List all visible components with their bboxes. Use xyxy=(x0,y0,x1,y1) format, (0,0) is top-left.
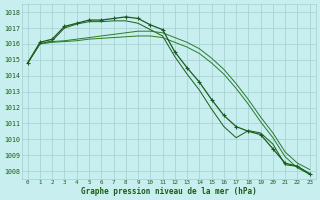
X-axis label: Graphe pression niveau de la mer (hPa): Graphe pression niveau de la mer (hPa) xyxy=(81,187,257,196)
